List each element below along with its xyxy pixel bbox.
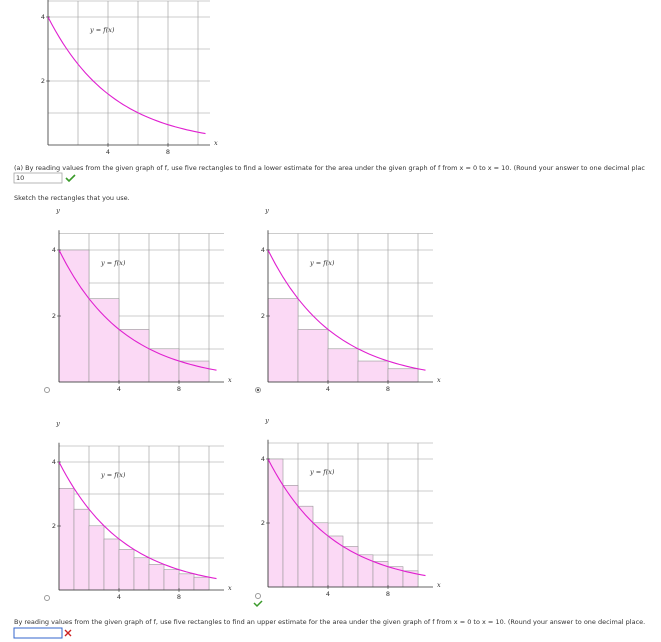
curve-label: y = f(x) (100, 471, 126, 479)
rectangle (103, 538, 120, 591)
curve-label: y = f(x) (309, 259, 335, 267)
y-tick-label: 2 (261, 312, 265, 320)
y-tick-label: 4 (41, 13, 45, 21)
rectangle (357, 554, 374, 588)
y-tick-label: 4 (52, 458, 56, 466)
y-label: y (264, 417, 269, 425)
rectangle (327, 348, 359, 383)
rectangle (148, 348, 180, 383)
x-tick-label: 8 (386, 590, 390, 598)
curve (58, 461, 217, 580)
x-label: x (228, 376, 232, 384)
y-label: y (55, 420, 60, 428)
wrong-mark (64, 629, 72, 637)
x-label: x (437, 581, 441, 589)
rectangle (58, 249, 90, 383)
y-tick-label: 2 (52, 312, 56, 320)
question-a: (a) By reading values from the given gra… (14, 164, 645, 172)
rectangle (73, 508, 90, 591)
rectangle (312, 522, 329, 588)
x-label: x (228, 584, 232, 592)
rectangle (267, 458, 284, 588)
rectangle (267, 298, 299, 383)
rectangle (88, 525, 105, 591)
x-tick-label: 4 (117, 385, 121, 393)
rectangle (148, 564, 165, 591)
rectangle (297, 329, 329, 383)
y-tick-label: 4 (261, 455, 265, 463)
curve (58, 249, 217, 371)
rectangle (327, 535, 344, 588)
y-tick-label: 2 (52, 522, 56, 530)
rectangle (133, 557, 150, 591)
y-tick-label: 4 (52, 246, 56, 254)
curve-label: y = f(x) (309, 468, 335, 476)
curve (47, 16, 206, 135)
rectangle (387, 368, 419, 383)
correct-check (65, 174, 76, 183)
radio[interactable] (255, 593, 261, 599)
answer-box[interactable] (13, 172, 63, 184)
x-tick-label: 8 (166, 148, 170, 156)
correct-check (253, 600, 263, 608)
y-tick-label: 4 (261, 246, 265, 254)
x-label: x (214, 139, 218, 147)
rectangle (357, 360, 389, 383)
rectangle (178, 360, 210, 383)
y-tick-label: 2 (41, 77, 45, 85)
x-tick-label: 8 (177, 593, 181, 601)
rectangle (297, 505, 314, 588)
curve (267, 249, 426, 371)
x-tick-label: 4 (117, 593, 121, 601)
x-tick-label: 8 (177, 385, 181, 393)
question-b: By reading values from the given graph o… (14, 618, 645, 626)
x-tick-label: 4 (326, 385, 330, 393)
radio[interactable] (44, 387, 50, 393)
x-tick-label: 8 (386, 385, 390, 393)
rectangle (118, 549, 135, 591)
answer-box[interactable] (13, 627, 63, 639)
rectangle (372, 561, 389, 588)
x-label: x (437, 376, 441, 384)
radio-dot (256, 388, 260, 392)
answer-a: 10 (16, 174, 24, 182)
rectangle (282, 484, 299, 588)
curve (267, 458, 426, 577)
curve-label: y = f(x) (100, 259, 126, 267)
x-tick-label: 4 (106, 148, 110, 156)
curve-label: y = f(x) (89, 26, 115, 34)
x-tick-label: 4 (326, 590, 330, 598)
y-label: y (55, 206, 60, 214)
radio[interactable] (44, 595, 50, 601)
rectangle (88, 298, 120, 383)
rectangle (342, 546, 359, 588)
y-label: y (264, 206, 269, 214)
sketch-prompt: Sketch the rectangles that you use. (14, 194, 130, 202)
y-tick-label: 2 (261, 519, 265, 527)
rectangle (118, 329, 150, 383)
rectangle (193, 576, 210, 591)
rectangle (178, 573, 195, 591)
rectangle (163, 569, 180, 591)
rectangle (58, 487, 75, 591)
